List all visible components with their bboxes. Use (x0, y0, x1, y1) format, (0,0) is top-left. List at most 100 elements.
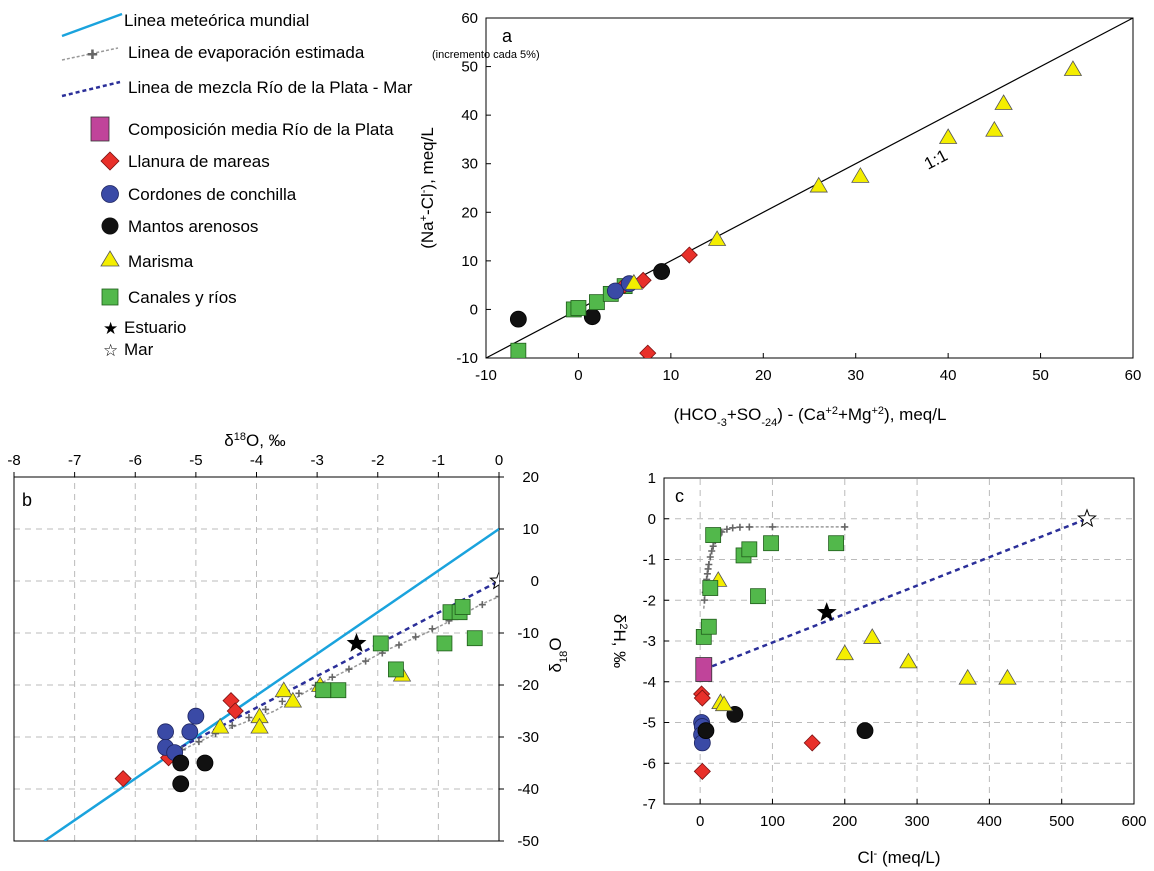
evaporation-step-mark (195, 738, 203, 746)
evaporation-step-mark (708, 547, 716, 555)
panel-c-ytick: -1 (643, 552, 656, 569)
point-llanura-de-mareas (693, 762, 711, 780)
point-llanura-de-mareas (114, 770, 132, 788)
legend-item-mantos: Mantos arenosos (101, 217, 258, 236)
panel-a-xtick: 40 (940, 367, 957, 384)
evaporation-step-mark (362, 657, 370, 665)
svg-text:✚: ✚ (87, 47, 98, 62)
legend-item-mix: Linea de mezcla Río de la Plata - Mar (61, 78, 413, 98)
legend-label-estuario: Estuario (124, 318, 186, 337)
panel-a-ylabel: (Na+-Cl-), meq/L (418, 127, 437, 249)
point-estuario (816, 602, 837, 621)
point-canales-y-rios (763, 535, 779, 552)
point-canales-y-rios (510, 342, 527, 358)
panel-c-ytick: 0 (648, 511, 656, 528)
point-mar (489, 570, 499, 590)
point-llanura-de-mareas (803, 734, 821, 752)
evaporation-step-mark (412, 633, 420, 641)
legend-label-mix: Linea de mezcla Río de la Plata - Mar (128, 78, 413, 97)
point-composicion-media-rio-de-la-plata (695, 657, 713, 682)
panel-b-ytick: -40 (517, 781, 539, 798)
panel-a-ytick: 20 (461, 204, 478, 221)
evaporation-step-mark (228, 722, 236, 730)
point-canales-y-rios (589, 294, 605, 311)
evaporation-step-mark (245, 714, 253, 721)
legend-label-mantos: Mantos arenosos (128, 217, 258, 236)
point-mantos-arenosos (172, 775, 190, 793)
evaporation-step-mark (736, 523, 744, 531)
point-marisma (985, 120, 1004, 137)
point-marisma (958, 668, 977, 685)
legend-item-llanura: Llanura de mareas (100, 151, 270, 171)
panel-b-xtick: -2 (371, 452, 384, 469)
point-canales-y-rios (436, 635, 453, 652)
meteoric-line (43, 527, 499, 841)
panel-b-ytick: -30 (517, 729, 539, 746)
legend-item-rdp: Composición media Río de la Plata (90, 116, 394, 142)
evaporation-step-mark (495, 593, 499, 601)
panel-b-xtick: -7 (68, 452, 81, 469)
point-cordones-de-conchilla (607, 282, 624, 300)
point-mantos-arenosos (172, 754, 190, 772)
panel-a-ytick: 30 (461, 156, 478, 173)
point-mar (1077, 508, 1097, 528)
panel-a-xtick: 30 (847, 367, 864, 384)
legend-label-mar: Mar (124, 340, 154, 359)
panel-b-xtick: -6 (129, 452, 142, 469)
annotation-1-1: 1:1 (921, 146, 951, 174)
point-canales-y-rios (570, 300, 587, 316)
panel-c-xtick: 500 (1049, 813, 1074, 830)
point-marisma (998, 668, 1017, 685)
evaporation-step-mark (345, 665, 353, 673)
point-mantos-arenosos (196, 754, 214, 772)
panel-b-letter: b (22, 490, 32, 510)
point-canales-y-rios (372, 635, 389, 652)
point-marisma (210, 717, 230, 734)
legend-label-evap: Linea de evaporación estimada (128, 43, 365, 62)
legend-label-marisma: Marisma (128, 252, 194, 271)
panel-a-letter: a (502, 26, 513, 46)
point-marisma (624, 273, 644, 290)
panel-a-xlabel: (HCO-3+SO-24) - (Ca+2+Mg+2), meq/L (674, 405, 947, 429)
point-marisma (274, 681, 293, 698)
legend-label-gmwl: Linea meteórica mundial (124, 11, 309, 30)
evaporation-step-mark (295, 689, 303, 697)
point-canales-y-rios (454, 599, 471, 615)
legend-item-marisma: Marisma (100, 250, 194, 271)
panel-a-xtick: -10 (475, 367, 497, 384)
evaporation-step-mark (700, 596, 708, 604)
point-marisma (714, 695, 734, 712)
point-canales-y-rios (750, 588, 766, 605)
evaporation-step-mark (428, 625, 436, 633)
point-estuario (346, 632, 367, 652)
point-marisma (899, 652, 918, 669)
evaporation-step-mark (328, 673, 336, 681)
evaporation-step-mark (395, 641, 403, 649)
point-marisma (809, 176, 828, 193)
point-canales-y-rios (388, 661, 404, 678)
point-llanura-de-mareas (639, 344, 657, 358)
point-llanura-de-mareas (226, 702, 244, 720)
point-cordones-de-conchilla (187, 707, 205, 725)
legend-label-cordones: Cordones de conchilla (128, 185, 297, 204)
panel-c-xtick: 300 (905, 813, 930, 830)
point-marisma (863, 628, 882, 644)
point-marisma (938, 128, 958, 144)
legend-label-rdp: Composición media Río de la Plata (128, 120, 394, 139)
point-llanura-de-mareas (693, 689, 711, 707)
point-llanura-de-mareas (680, 246, 698, 264)
legend-item-estuario: ★ Estuario (103, 318, 186, 338)
panel-a-ytick: 50 (461, 59, 478, 76)
point-canales-y-rios (741, 541, 758, 558)
evaporation-step-mark (278, 697, 286, 705)
point-marisma (1063, 60, 1083, 76)
panel-c-ytick: -7 (643, 796, 656, 813)
evaporation-line (703, 526, 845, 609)
mixing-line (703, 517, 1088, 671)
panel-a-xtick: 0 (574, 367, 582, 384)
svg-text:☆: ☆ (103, 341, 118, 360)
panel-c-ytick: -2 (643, 592, 656, 609)
point-marisma (994, 94, 1013, 110)
panel-a-xtick: 10 (663, 367, 680, 384)
